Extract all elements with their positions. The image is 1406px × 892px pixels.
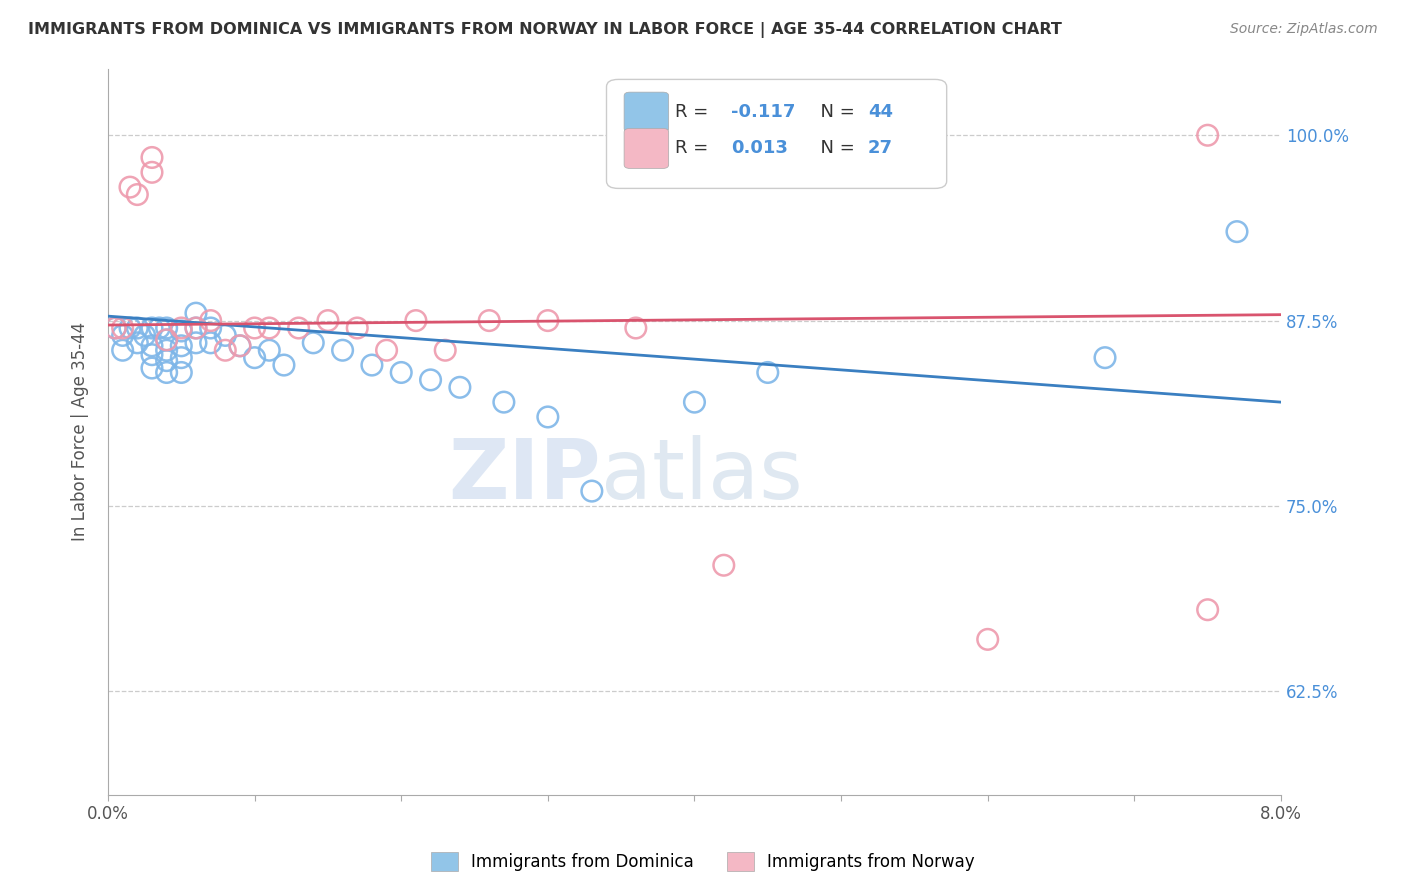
Text: Source: ZipAtlas.com: Source: ZipAtlas.com bbox=[1230, 22, 1378, 37]
Point bbox=[346, 321, 368, 335]
Point bbox=[214, 328, 236, 343]
Point bbox=[184, 321, 207, 335]
Text: N =: N = bbox=[810, 139, 860, 158]
Point bbox=[287, 321, 309, 335]
Point bbox=[111, 343, 134, 358]
Point bbox=[156, 343, 179, 358]
Point bbox=[419, 373, 441, 387]
Text: R =: R = bbox=[675, 103, 713, 121]
Point bbox=[127, 335, 149, 350]
Text: -0.117: -0.117 bbox=[731, 103, 796, 121]
Text: 0.013: 0.013 bbox=[731, 139, 787, 158]
Point bbox=[375, 343, 398, 358]
Point bbox=[683, 395, 706, 409]
Point bbox=[492, 395, 515, 409]
Point bbox=[332, 343, 354, 358]
Point bbox=[170, 351, 193, 365]
Point bbox=[170, 339, 193, 353]
Point bbox=[141, 361, 163, 376]
Point bbox=[141, 348, 163, 362]
Point bbox=[537, 409, 560, 424]
Point bbox=[200, 321, 222, 335]
Point bbox=[200, 335, 222, 350]
Point bbox=[156, 333, 179, 347]
Point bbox=[1197, 128, 1219, 143]
Point bbox=[184, 321, 207, 335]
Point bbox=[118, 180, 141, 194]
Legend: Immigrants from Dominica, Immigrants from Norway: Immigrants from Dominica, Immigrants fro… bbox=[423, 843, 983, 880]
Point bbox=[361, 358, 384, 372]
Point bbox=[148, 321, 170, 335]
Point bbox=[170, 324, 193, 338]
Text: atlas: atlas bbox=[600, 435, 803, 516]
Point bbox=[156, 366, 179, 380]
Point bbox=[118, 321, 141, 335]
Point bbox=[537, 313, 560, 327]
Text: 44: 44 bbox=[868, 103, 893, 121]
Text: IMMIGRANTS FROM DOMINICA VS IMMIGRANTS FROM NORWAY IN LABOR FORCE | AGE 35-44 CO: IMMIGRANTS FROM DOMINICA VS IMMIGRANTS F… bbox=[28, 22, 1062, 38]
Point bbox=[111, 321, 134, 335]
Point bbox=[581, 484, 603, 499]
Point bbox=[259, 343, 281, 358]
Point bbox=[259, 321, 281, 335]
Point bbox=[141, 151, 163, 165]
Point bbox=[229, 339, 252, 353]
Point bbox=[104, 321, 127, 335]
FancyBboxPatch shape bbox=[606, 79, 946, 188]
Point bbox=[134, 328, 156, 343]
Point bbox=[214, 343, 236, 358]
Point bbox=[170, 321, 193, 335]
Point bbox=[316, 313, 339, 327]
Text: N =: N = bbox=[810, 103, 860, 121]
Point bbox=[184, 306, 207, 320]
Point bbox=[478, 313, 501, 327]
Point bbox=[434, 343, 457, 358]
Point bbox=[302, 335, 325, 350]
Point bbox=[127, 321, 149, 335]
Point bbox=[243, 351, 266, 365]
FancyBboxPatch shape bbox=[624, 92, 669, 132]
Point bbox=[156, 333, 179, 347]
FancyBboxPatch shape bbox=[624, 128, 669, 169]
Point bbox=[184, 335, 207, 350]
Point bbox=[1226, 225, 1249, 239]
Point bbox=[141, 321, 163, 335]
Point bbox=[1197, 603, 1219, 617]
Point bbox=[156, 321, 179, 335]
Y-axis label: In Labor Force | Age 35-44: In Labor Force | Age 35-44 bbox=[72, 322, 89, 541]
Point bbox=[624, 321, 647, 335]
Point bbox=[156, 353, 179, 368]
Text: ZIP: ZIP bbox=[449, 435, 600, 516]
Text: 27: 27 bbox=[868, 139, 893, 158]
Point bbox=[229, 339, 252, 353]
Point bbox=[141, 165, 163, 179]
Point bbox=[170, 366, 193, 380]
Point bbox=[111, 328, 134, 343]
Text: R =: R = bbox=[675, 139, 713, 158]
Point bbox=[1094, 351, 1116, 365]
Point bbox=[104, 321, 127, 335]
Point bbox=[389, 366, 412, 380]
Point bbox=[977, 632, 1000, 647]
Point bbox=[200, 313, 222, 327]
Point bbox=[713, 558, 735, 573]
Point bbox=[273, 358, 295, 372]
Point bbox=[756, 366, 779, 380]
Point bbox=[449, 380, 471, 394]
Point bbox=[141, 339, 163, 353]
Point bbox=[405, 313, 427, 327]
Point bbox=[243, 321, 266, 335]
Point bbox=[127, 187, 149, 202]
